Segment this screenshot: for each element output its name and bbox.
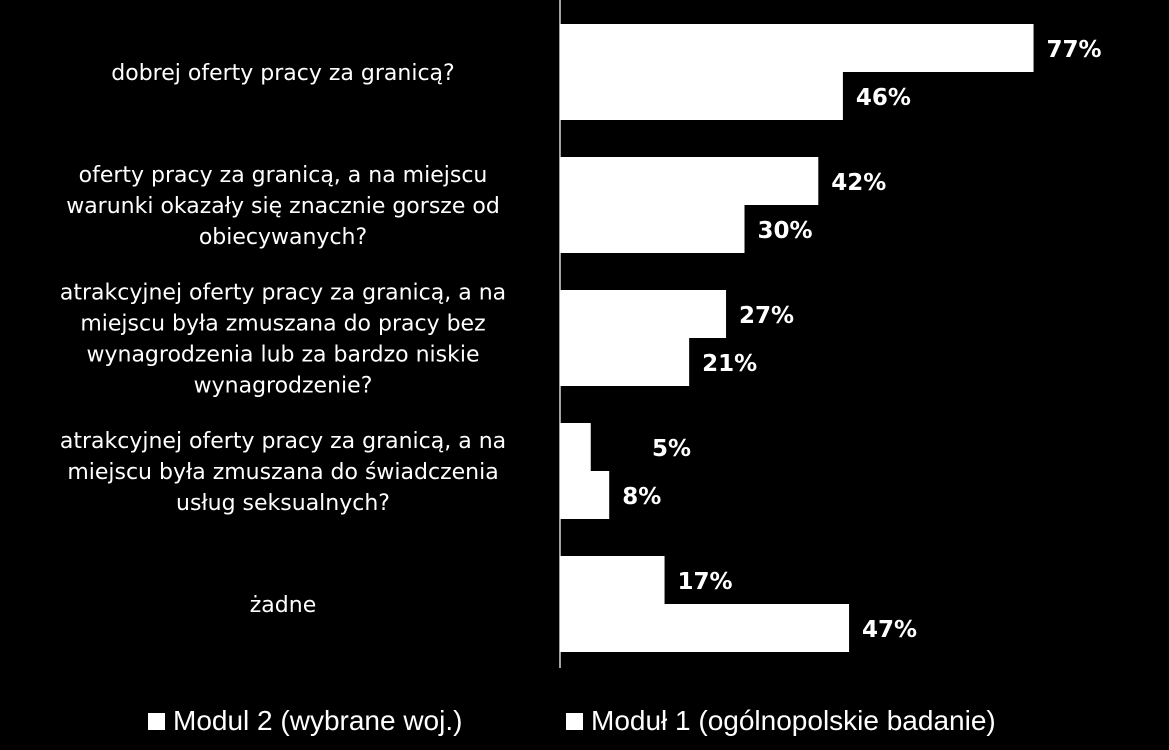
category-labels: dobrej oferty pracy za granicą? oferty pr… — [60, 61, 506, 618]
bar-series-1 — [560, 423, 591, 471]
category-label: oferty pracy za granicą, a na miejscu — [79, 163, 488, 188]
category-label: obiecywanych? — [199, 225, 367, 250]
data-label-series-1: 17% — [678, 569, 733, 595]
data-label-series-1: 5% — [652, 436, 691, 462]
category-label: miejscu była zmuszana do świadczenia — [67, 460, 498, 485]
legend-swatch-series-2 — [566, 713, 583, 730]
category-label: warunki okazały się znacznie gorsze od — [66, 194, 500, 219]
legend-swatch-series-1 — [148, 713, 165, 730]
bar-series-2 — [560, 338, 690, 386]
bar-series-2 — [560, 604, 850, 652]
category-label: usług seksualnych? — [176, 491, 390, 516]
legend: Modul 2 (wybrane woj.) Moduł 1 (ogólnopo… — [148, 705, 996, 736]
data-label-series-2: 47% — [862, 617, 917, 643]
category-label: żadne — [250, 593, 316, 618]
bar-series-1 — [560, 290, 727, 338]
category-label: wynagrodzenie? — [194, 374, 373, 399]
data-label-series-2: 21% — [702, 351, 757, 377]
bar-series-1 — [560, 556, 665, 604]
category-label: dobrej oferty pracy za granicą? — [111, 61, 454, 86]
bar-series-2 — [560, 471, 610, 519]
bar-series-1 — [560, 157, 819, 205]
bar-series-2 — [560, 72, 843, 120]
data-label-series-2: 46% — [856, 85, 911, 111]
category-label: atrakcyjnej oferty pracy za granicą, a n… — [60, 281, 506, 306]
legend-entry-series-2: Moduł 1 (ogólnopolskie badanie) — [591, 705, 996, 736]
data-labels: 77% 46% 42% 30% 27% 21% 5% 8% 17% 47% — [622, 37, 1101, 643]
bar-series-1 — [560, 24, 1034, 72]
bar-series-2 — [560, 205, 745, 253]
data-label-series-1: 77% — [1047, 37, 1102, 63]
bar-series — [560, 24, 1034, 652]
data-label-series-2: 8% — [622, 484, 661, 510]
data-label-series-1: 42% — [831, 170, 886, 196]
legend-entry-series-1: Modul 2 (wybrane woj.) — [173, 705, 462, 736]
data-label-series-1: 27% — [739, 303, 794, 329]
data-label-series-2: 30% — [758, 218, 813, 244]
category-label: miejscu była zmuszana do pracy bez — [80, 312, 485, 337]
category-label: wynagrodzenia lub za bardzo niskie — [86, 343, 479, 368]
category-label: atrakcyjnej oferty pracy za granicą, a n… — [60, 429, 506, 454]
